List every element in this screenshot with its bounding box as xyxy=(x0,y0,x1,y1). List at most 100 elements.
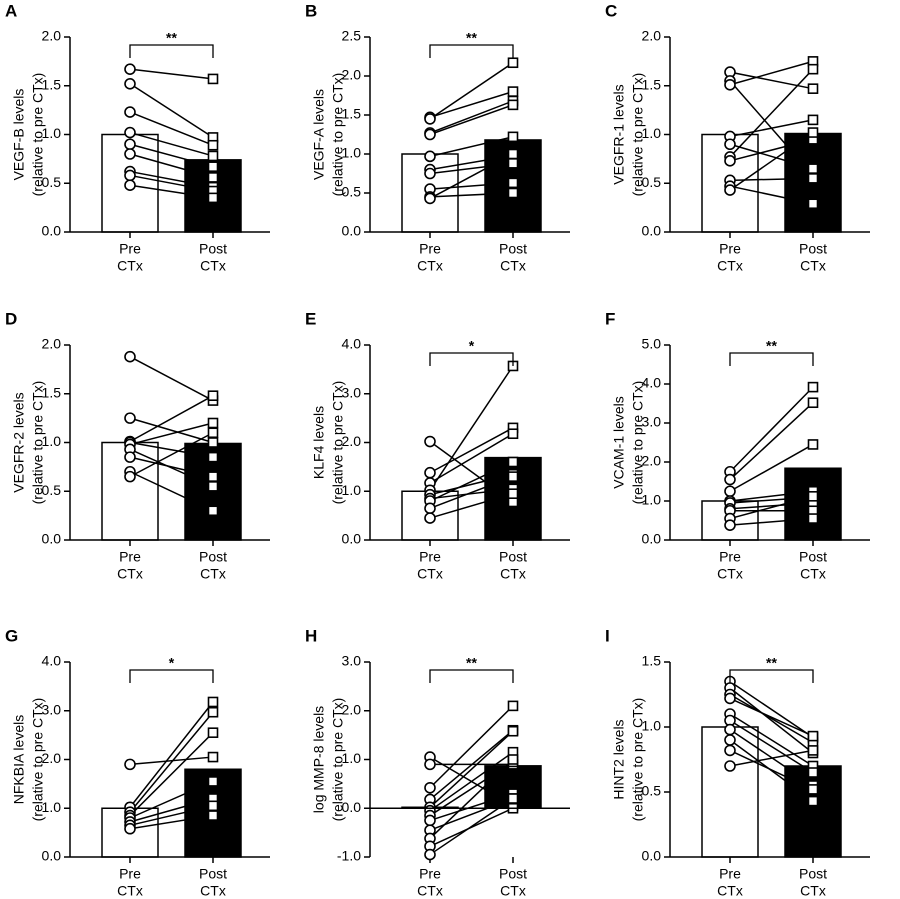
y-axis-label: HINT2 levels xyxy=(611,719,627,799)
pre-point xyxy=(124,169,136,182)
pre-point xyxy=(124,412,136,424)
significance-bracket xyxy=(429,352,514,366)
y-tick-label: 4.0 xyxy=(42,653,62,669)
pair-line xyxy=(129,417,214,444)
significance-label: ** xyxy=(466,655,477,671)
panel-letter: B xyxy=(305,1,317,20)
post-point xyxy=(207,427,219,439)
y-tick-label: 0.5 xyxy=(342,184,362,200)
y-axis-label: (relative to pre CTx) xyxy=(30,381,46,505)
pair-line xyxy=(429,792,514,822)
panel-letter: A xyxy=(5,1,17,20)
y-tick-label: 0.0 xyxy=(342,531,362,547)
pre-point xyxy=(424,781,436,794)
post-point xyxy=(807,127,819,138)
pair-line xyxy=(729,496,814,504)
x-tick-label: CTx xyxy=(500,566,526,582)
pre-point xyxy=(724,734,736,746)
pair-line xyxy=(729,719,814,774)
pair-line xyxy=(129,83,214,139)
post-point xyxy=(807,439,819,450)
post-point xyxy=(207,696,219,708)
x-tick-label: Post xyxy=(799,241,827,257)
post-point xyxy=(507,187,519,199)
pair-line xyxy=(729,490,814,502)
pair-line xyxy=(429,104,514,136)
post-point xyxy=(807,163,819,174)
x-tick-label: Post xyxy=(199,549,227,565)
pair-line xyxy=(129,170,214,188)
pair-line xyxy=(129,143,214,168)
x-tick-label: CTx xyxy=(717,883,743,899)
x-tick-label: Pre xyxy=(719,241,741,257)
y-tick-label: 1.0 xyxy=(42,125,62,141)
y-tick-label: 0.0 xyxy=(642,223,662,239)
x-tick-label: Pre xyxy=(419,241,441,257)
y-tick-label: 0.5 xyxy=(642,174,662,190)
x-tick-label: CTx xyxy=(117,566,143,582)
pair-line xyxy=(129,701,214,808)
x-tick-label: Post xyxy=(799,549,827,565)
post-point xyxy=(207,437,219,448)
pre-point xyxy=(124,63,136,75)
post-point xyxy=(507,131,519,143)
y-tick-label: 0.0 xyxy=(42,848,62,864)
x-tick-label: CTx xyxy=(800,566,826,582)
panel-letter: D xyxy=(5,309,17,328)
pre-point xyxy=(124,179,136,191)
y-tick-label: 0.0 xyxy=(342,223,362,239)
post-point xyxy=(507,456,519,468)
x-tick-label: Post xyxy=(499,241,527,257)
y-axis-label: (relative to pre CTx) xyxy=(30,698,46,822)
post-point xyxy=(807,513,819,524)
pair-line xyxy=(429,473,514,496)
post-point xyxy=(507,86,519,97)
post-point xyxy=(807,397,819,409)
pre-point xyxy=(124,451,136,463)
post-point xyxy=(507,148,519,160)
pre-point xyxy=(424,466,436,479)
y-tick-label: 0.0 xyxy=(642,531,662,547)
y-tick-label: 1.0 xyxy=(642,492,662,508)
post-point xyxy=(507,57,519,69)
y-tick-label: 2.0 xyxy=(42,750,62,766)
pair-line xyxy=(729,185,814,205)
post-point xyxy=(207,481,219,492)
y-tick-label: 2.0 xyxy=(342,67,362,83)
pair-line xyxy=(429,192,514,198)
y-tick-label: 2.0 xyxy=(642,28,662,44)
pair-line xyxy=(129,448,214,488)
x-tick-label: CTx xyxy=(417,258,443,274)
post-point xyxy=(507,471,519,482)
y-tick-label: 1.0 xyxy=(42,433,62,449)
significance-label: ** xyxy=(166,30,177,46)
pre-point xyxy=(424,435,436,448)
x-tick-label: Pre xyxy=(719,549,741,565)
pair-line xyxy=(429,90,514,119)
significance-bracket xyxy=(429,44,514,58)
significance-label: ** xyxy=(466,30,477,46)
post-point xyxy=(807,381,819,393)
x-tick-label: Pre xyxy=(119,241,141,257)
significance-bracket xyxy=(129,44,214,58)
pre-point xyxy=(424,814,436,827)
pre-point xyxy=(124,138,136,151)
pair-line xyxy=(129,174,214,192)
post-point xyxy=(807,83,819,94)
pair-line xyxy=(429,427,514,474)
post-point xyxy=(507,488,519,499)
significance-bracket xyxy=(729,352,814,366)
pre-point xyxy=(124,350,136,363)
x-tick-label: Pre xyxy=(119,549,141,565)
pair-line xyxy=(129,814,214,830)
pair-line xyxy=(729,386,814,473)
y-tick-label: 0.5 xyxy=(42,174,62,190)
post-point xyxy=(807,114,819,126)
post-point xyxy=(207,727,219,738)
y-axis-label: (relative to pre CTx) xyxy=(630,73,646,197)
pre-point xyxy=(424,758,436,771)
post-point xyxy=(207,751,219,763)
pair-line xyxy=(129,756,214,766)
pair-line xyxy=(129,711,214,813)
pair-line xyxy=(429,365,514,491)
